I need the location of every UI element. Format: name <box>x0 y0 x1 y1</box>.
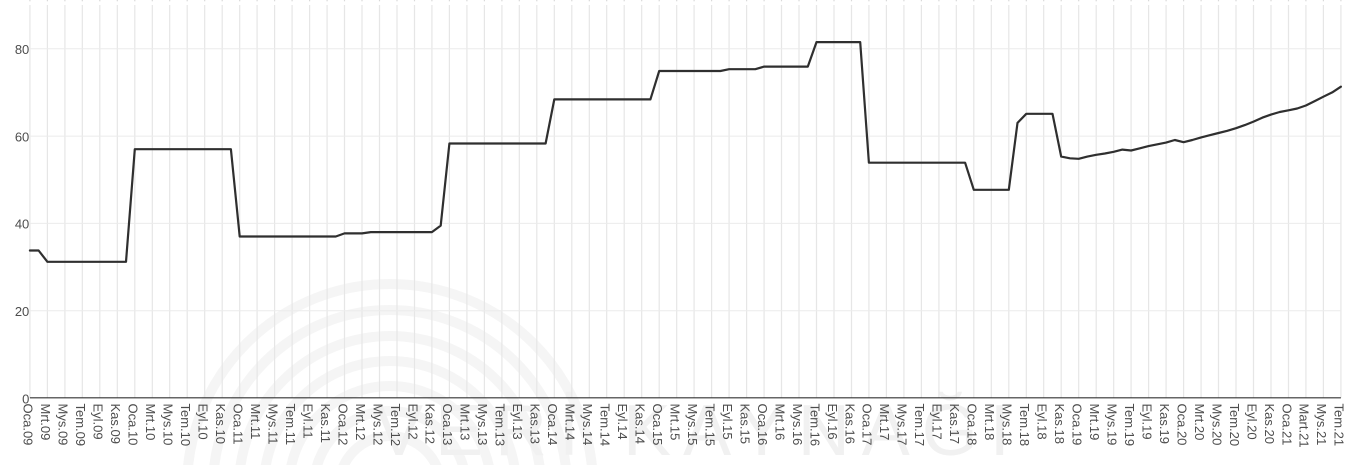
svg-text:Mrt.09: Mrt.09 <box>38 404 53 441</box>
svg-text:Oca.15: Oca.15 <box>650 404 665 446</box>
svg-text:Mys.10: Mys.10 <box>161 404 176 446</box>
svg-text:Oca.17: Oca.17 <box>860 404 875 446</box>
svg-text:Tem.20: Tem.20 <box>1227 404 1242 447</box>
svg-text:Kas.12: Kas.12 <box>423 404 438 444</box>
svg-text:Mrt.11: Mrt.11 <box>248 404 263 440</box>
svg-text:Tem.15: Tem.15 <box>702 404 717 447</box>
svg-text:Kas.17: Kas.17 <box>947 404 962 444</box>
svg-text:Mys.18: Mys.18 <box>1000 404 1015 446</box>
svg-text:Oca.11: Oca.11 <box>231 404 246 445</box>
svg-text:Mrt.14: Mrt.14 <box>563 404 578 441</box>
svg-text:20: 20 <box>15 304 29 319</box>
svg-text:Eyl.15: Eyl.15 <box>720 404 735 440</box>
svg-text:Mys.09: Mys.09 <box>56 404 71 446</box>
svg-text:Kas.20: Kas.20 <box>1262 404 1277 444</box>
svg-text:Eyl.20: Eyl.20 <box>1244 404 1259 440</box>
svg-text:Mys.13: Mys.13 <box>475 404 490 446</box>
svg-text:Mrt.15: Mrt.15 <box>668 404 683 441</box>
svg-text:Mart.21: Mart.21 <box>1297 404 1312 448</box>
svg-text:Eyl.14: Eyl.14 <box>615 404 630 440</box>
svg-text:Mrt.20: Mrt.20 <box>1192 404 1207 441</box>
svg-text:60: 60 <box>15 129 29 144</box>
svg-text:Kas.14: Kas.14 <box>633 404 648 444</box>
svg-text:Eyl.17: Eyl.17 <box>930 404 945 440</box>
svg-text:Mrt.19: Mrt.19 <box>1087 404 1102 441</box>
svg-text:Kas.19: Kas.19 <box>1157 404 1172 444</box>
svg-text:Mys.19: Mys.19 <box>1105 404 1120 446</box>
svg-text:Mrt.12: Mrt.12 <box>353 404 368 441</box>
svg-text:Mys.21: Mys.21 <box>1314 404 1329 446</box>
svg-text:Mys.12: Mys.12 <box>370 404 385 446</box>
svg-text:Mrt.16: Mrt.16 <box>772 404 787 441</box>
svg-text:Mys.11: Mys.11 <box>265 404 280 445</box>
svg-text:Oca.13: Oca.13 <box>440 404 455 446</box>
svg-text:Tem.14: Tem.14 <box>598 404 613 447</box>
svg-text:Tem.10: Tem.10 <box>178 404 193 447</box>
svg-text:Mys.20: Mys.20 <box>1209 404 1224 446</box>
svg-text:Mrt.10: Mrt.10 <box>143 404 158 441</box>
svg-text:Oca.20: Oca.20 <box>1174 404 1189 446</box>
svg-text:Eyl.13: Eyl.13 <box>510 404 525 440</box>
svg-text:Eyl.09: Eyl.09 <box>91 404 106 440</box>
svg-text:Mys.17: Mys.17 <box>895 404 910 446</box>
svg-text:Kas.11: Kas.11 <box>318 404 333 444</box>
svg-text:Mys.15: Mys.15 <box>685 404 700 446</box>
svg-text:Mys.14: Mys.14 <box>580 404 595 446</box>
svg-text:Eyl.19: Eyl.19 <box>1139 404 1154 440</box>
svg-text:Oca.09: Oca.09 <box>21 404 36 446</box>
svg-text:Kas.09: Kas.09 <box>108 404 123 444</box>
svg-text:40: 40 <box>15 217 29 232</box>
svg-text:Eyl.12: Eyl.12 <box>405 404 420 440</box>
svg-text:0: 0 <box>22 391 29 406</box>
svg-text:Oca.19: Oca.19 <box>1070 404 1085 446</box>
svg-text:Kas.16: Kas.16 <box>842 404 857 444</box>
svg-text:Oca.16: Oca.16 <box>755 404 770 446</box>
svg-text:Kas.15: Kas.15 <box>737 404 752 444</box>
svg-text:Kas.13: Kas.13 <box>528 404 543 444</box>
svg-text:Tem.11: Tem.11 <box>283 404 298 446</box>
svg-text:Oca.21: Oca.21 <box>1279 404 1294 446</box>
svg-text:Kas.10: Kas.10 <box>213 404 228 444</box>
svg-text:Eyl.18: Eyl.18 <box>1035 404 1050 440</box>
svg-text:Mys.16: Mys.16 <box>790 404 805 446</box>
svg-text:Tem.18: Tem.18 <box>1017 404 1032 447</box>
svg-text:Tem.19: Tem.19 <box>1122 404 1137 447</box>
svg-text:Kas.18: Kas.18 <box>1052 404 1067 444</box>
svg-text:Eyl.10: Eyl.10 <box>196 404 211 440</box>
svg-text:Oca.14: Oca.14 <box>545 404 560 446</box>
svg-text:Mrt.17: Mrt.17 <box>877 404 892 441</box>
svg-text:Mrt.13: Mrt.13 <box>458 404 473 441</box>
svg-text:Tem.09: Tem.09 <box>73 404 88 447</box>
svg-text:Tem.12: Tem.12 <box>388 404 403 447</box>
svg-text:Eyl.16: Eyl.16 <box>825 404 840 440</box>
svg-text:80: 80 <box>15 42 29 57</box>
svg-text:Oca.18: Oca.18 <box>965 404 980 446</box>
svg-text:Oca.10: Oca.10 <box>126 404 141 446</box>
svg-text:Tem.21: Tem.21 <box>1332 404 1347 447</box>
svg-text:Eyl.11: Eyl.11 <box>300 404 315 439</box>
svg-text:Tem.16: Tem.16 <box>807 404 822 447</box>
svg-text:Tem.17: Tem.17 <box>912 404 927 447</box>
svg-text:Mrt.18: Mrt.18 <box>982 404 997 441</box>
svg-text:Tem.13: Tem.13 <box>493 404 508 447</box>
svg-text:VERİ KAYNAĞI: VERİ KAYNAĞI <box>375 391 1022 465</box>
svg-text:Oca.12: Oca.12 <box>335 404 350 446</box>
